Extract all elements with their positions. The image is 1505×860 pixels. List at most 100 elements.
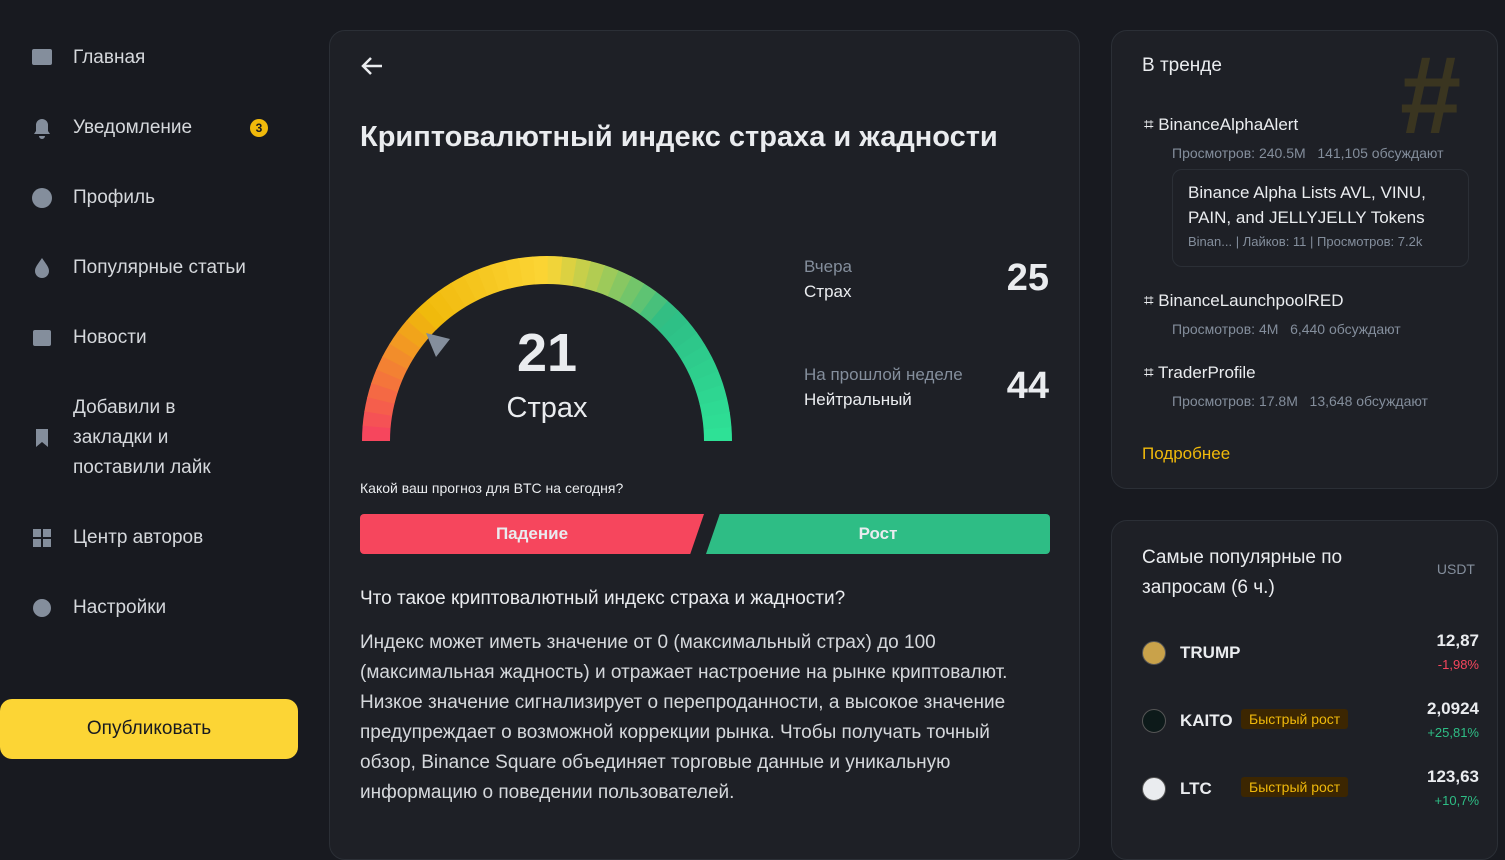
coin-icon (1142, 777, 1166, 801)
more-link[interactable]: Подробнее (1142, 444, 1231, 463)
discussing: 13,648 обсуждают (1309, 393, 1428, 409)
gauge-segment (628, 283, 657, 315)
coin-row[interactable]: LTC Быстрый рост 123,63 +10,7% (1112, 767, 1499, 827)
main-card: Криптовалютный индекс страха и жадности … (329, 30, 1080, 860)
nav-item[interactable]: Уведомление 3 (30, 116, 268, 140)
back-arrow[interactable] (360, 55, 386, 77)
gauge-segment (406, 309, 437, 340)
gauge-segment (571, 258, 591, 289)
faq-question: Что такое криптовалютный индекс страха и… (360, 588, 846, 609)
gauge-segment (362, 425, 391, 441)
tag-name: BinanceLaunchpoolRED (1158, 291, 1344, 310)
week-period: На прошлой неделе (804, 365, 963, 384)
gauge-segment (702, 412, 732, 430)
nav-item[interactable]: Новости (30, 326, 147, 350)
gauge-segment (680, 344, 713, 371)
coin-row[interactable]: TRUMP 12,87 -1,98% (1112, 631, 1499, 691)
gauge-segment (438, 282, 466, 315)
views: Просмотров: 17.8M (1172, 393, 1298, 409)
yesterday-label: Страх (804, 282, 852, 301)
coin-price: 12,87 (1436, 631, 1479, 650)
up-button[interactable]: Рост (706, 514, 1050, 554)
nav-label: Центр авторов (73, 527, 204, 548)
nav-label: Главная (73, 47, 146, 68)
down-button[interactable]: Падение (360, 514, 704, 554)
gauge-segment (376, 356, 408, 382)
tag-stats: Просмотров: 17.8M 13,648 обсуждают (1172, 393, 1428, 409)
gauge-segment (696, 383, 728, 406)
coin-tag: Быстрый рост (1241, 777, 1349, 797)
week-value: 44 (1006, 365, 1049, 407)
gauge-segment (648, 300, 679, 331)
yesterday-period: Вчера (804, 257, 852, 276)
gauge-segment (371, 369, 403, 393)
gauge-segment (489, 260, 512, 292)
yesterday-value: 25 (1006, 257, 1049, 299)
coin-symbol: LTC (1180, 779, 1212, 798)
nav-label: Новости (73, 327, 147, 348)
gauge-segment (546, 256, 563, 285)
publish-button[interactable]: Опубликовать (0, 699, 298, 759)
post-card[interactable]: Binance Alpha Lists AVL, VINU, PAIN, and… (1172, 169, 1469, 267)
gauge-segment (595, 265, 619, 297)
gauge-segment (532, 256, 548, 285)
gauge-segment (657, 310, 689, 340)
nav-item[interactable]: Центр авторов (30, 526, 203, 550)
coin-price: 2,0924 (1427, 699, 1479, 718)
gauge-segment (450, 275, 477, 308)
gauge-segment (673, 332, 706, 360)
nav-label: Профиль (73, 187, 156, 208)
coin-symbol: TRUMP (1180, 643, 1241, 662)
coin-price: 123,63 (1427, 767, 1479, 786)
week-label: Нейтральный (804, 390, 912, 409)
gauge-segment (518, 256, 536, 286)
hash-icon: # (1400, 34, 1462, 157)
nav-item[interactable]: Добавили в закладки и поставили лайк (30, 393, 260, 483)
gauge-segment (691, 370, 724, 394)
nav-item[interactable]: Настройки (30, 596, 166, 620)
popular-card: Самые популярные по запросам (6 ч.) USDT… (1111, 520, 1498, 860)
coin-change: -1,98% (1437, 657, 1479, 672)
coin-change: +25,81% (1427, 725, 1479, 740)
tag-name: BinanceAlphaAlert (1158, 115, 1299, 134)
sidebar: Главная Уведомление 3 Профиль Популярные … (0, 0, 300, 840)
gauge-segment (699, 397, 730, 418)
page-title: Криптовалютный индекс страха и жадности (360, 121, 998, 153)
faq-answer: Индекс может иметь значение от 0 (максим… (360, 632, 1008, 803)
views: Просмотров: 4M (1172, 321, 1279, 337)
gauge-value: 21 (517, 323, 577, 383)
coin-symbol: KAITO (1180, 711, 1233, 730)
tag[interactable]: ⌗ BinanceAlphaAlert (1144, 115, 1299, 134)
coin-row[interactable]: KAITO Быстрый рост 2,0924 +25,81% (1112, 699, 1499, 759)
badge: 3 (250, 119, 268, 137)
coin-change: +10,7% (1434, 793, 1479, 808)
gauge: 21 Страх (362, 256, 732, 441)
tag[interactable]: ⌗ BinanceLaunchpoolRED (1144, 291, 1344, 310)
gauge-segment (666, 320, 698, 350)
discussing: 141,105 обсуждают (1317, 145, 1444, 161)
gauge-segment (476, 264, 500, 297)
nav-item[interactable]: Популярные статьи (30, 256, 246, 280)
post-meta: Binan... | Лайков: 11 | Просмотров: 7.2k (1188, 234, 1423, 249)
prediction-question: Какой ваш прогноз для BTC на сегодня? (360, 480, 624, 496)
coin-tag: Быстрый рост (1241, 709, 1349, 729)
tag[interactable]: ⌗ TraderProfile (1144, 363, 1256, 382)
gauge-segment (686, 357, 719, 382)
gauge-pointer (426, 333, 450, 357)
gauge-segment (426, 290, 456, 322)
gauge-segment (703, 426, 732, 441)
nav-label: Популярные статьи (73, 257, 246, 278)
likes: Лайков: 11 (1242, 234, 1307, 249)
views: Просмотров: 240.5M (1172, 145, 1306, 161)
gauge-segment (364, 397, 395, 417)
gauge-segment (583, 261, 605, 292)
nav-item[interactable]: Профиль (30, 186, 155, 210)
tag-name: TraderProfile (1158, 363, 1256, 382)
nav-item[interactable]: Главная (30, 46, 145, 70)
gauge-segment (463, 269, 488, 302)
nav-label: Добавили в закладки и поставили лайк (73, 397, 211, 478)
gauge-segment (606, 270, 632, 302)
gauge-segment (559, 256, 577, 287)
coin-icon (1142, 641, 1166, 665)
